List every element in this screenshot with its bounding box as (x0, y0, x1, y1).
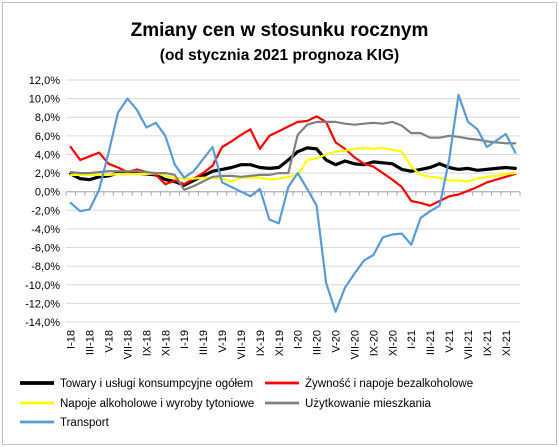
y-tick-label: 0,0% (35, 187, 60, 199)
x-tick-label: IX-19 (255, 330, 267, 356)
x-tick-label: IX-20 (368, 330, 380, 356)
x-tick-label: IX-21 (482, 330, 494, 356)
y-tick-label: -4,0% (31, 224, 60, 236)
legend-label-1: Żywność i napoje bezalkoholowe (305, 377, 473, 390)
x-tick-label: VII-19 (236, 330, 248, 359)
y-tick-label: 10,0% (29, 94, 60, 106)
y-tick-label: -6,0% (31, 243, 60, 255)
x-axis (65, 191, 521, 196)
y-tick-label: -10,0% (25, 280, 60, 292)
x-tick-label: VII-18 (122, 330, 134, 359)
series-line-2 (69, 146, 517, 183)
y-axis-tick-labels: 12,0% 10,0% 8,0% 6,0% 4,0% 2,0% 0,0% -2,0% -4,0%… (25, 75, 60, 329)
x-axis-tick-labels: I-18 III-18 V-18 VII-18 IX-18 XI-18 I-19 III-19… (66, 330, 513, 359)
legend-label-2: Napoje alkoholowe i wyroby tytoniowe (60, 398, 254, 410)
series-line-3 (69, 120, 517, 191)
x-tick-label: VII-20 (349, 330, 361, 359)
x-tick-label: VII-21 (463, 330, 475, 359)
x-tick-label: XI-18 (160, 330, 172, 356)
x-tick-label: III-21 (425, 330, 437, 355)
x-tick-label: V-18 (104, 330, 116, 353)
x-tick-label: I-21 (406, 330, 418, 349)
x-tick-label: III-19 (198, 330, 210, 355)
y-tick-label: 6,0% (35, 131, 60, 143)
gridlines (66, 79, 520, 323)
x-tick-label: III-20 (312, 330, 324, 355)
series-lines (69, 93, 517, 313)
x-tick-label: I-20 (293, 330, 305, 349)
x-tick-label: XI-20 (387, 330, 399, 356)
x-tick-label: III-18 (85, 330, 97, 355)
legend-label-4: Transport (60, 417, 110, 429)
x-tick-label: I-18 (66, 330, 78, 349)
x-tick-label: V-19 (217, 330, 229, 353)
x-tick-label: IX-18 (141, 330, 153, 356)
legend: Towary i usługi konsumpcyjne ogółem Żywno… (20, 377, 473, 429)
y-tick-label: 8,0% (35, 112, 60, 124)
x-tick-label: I-19 (179, 330, 191, 349)
x-tick-label: V-21 (444, 330, 456, 353)
x-tick-label: XI-19 (274, 330, 286, 356)
chart-title: Zmiany cen w stosunku rocznym (130, 20, 429, 41)
legend-label-3: Użytkowanie mieszkania (305, 398, 432, 410)
x-tick-label: XI-21 (501, 330, 513, 356)
y-tick-label: 4,0% (35, 149, 60, 161)
chart-subtitle: (od stycznia 2021 prognoza KIG) (159, 47, 400, 64)
y-tick-label: -8,0% (31, 261, 60, 273)
y-tick-label: 2,0% (35, 168, 60, 180)
y-tick-label: -12,0% (25, 298, 60, 310)
series-line-4 (69, 93, 517, 313)
y-tick-label: -14,0% (25, 317, 60, 329)
y-tick-label: -2,0% (31, 205, 60, 217)
y-tick-label: 12,0% (29, 75, 60, 87)
legend-label-0: Towary i usługi konsumpcyjne ogółem (60, 378, 253, 390)
x-tick-label: V-20 (331, 330, 343, 353)
